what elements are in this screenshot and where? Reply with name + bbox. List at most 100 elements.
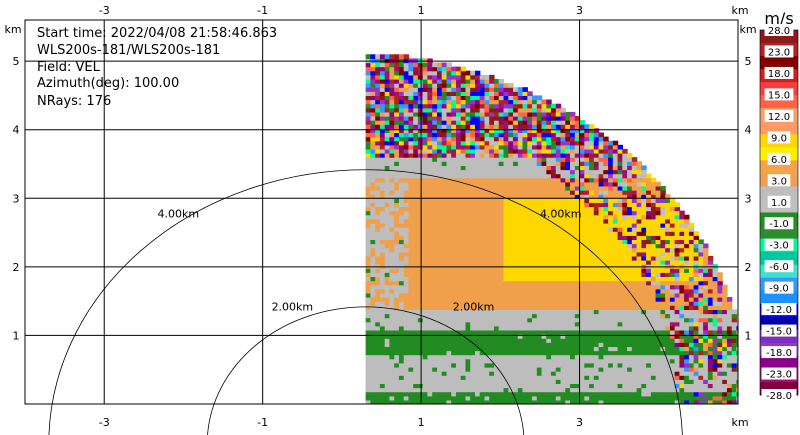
velocity-gate [432, 111, 438, 117]
velocity-gate [560, 399, 566, 404]
velocity-gate [631, 379, 638, 384]
velocity-gate [684, 280, 690, 286]
velocity-gate [489, 173, 495, 179]
velocity-gate [631, 342, 638, 347]
velocity-gate [560, 120, 566, 125]
velocity-gate [636, 169, 642, 175]
velocity-gate [389, 383, 395, 389]
velocity-gate [546, 379, 552, 384]
velocity-gate [655, 321, 661, 327]
velocity-gate [417, 395, 424, 401]
velocity-gate [460, 276, 467, 282]
velocity-gate [650, 206, 657, 212]
velocity-gate [603, 284, 609, 290]
velocity-gate [646, 260, 652, 265]
velocity-gate [688, 395, 695, 401]
velocity-gate [389, 284, 395, 290]
velocity-gate [546, 301, 552, 306]
velocity-gate [451, 227, 457, 232]
velocity-gate [432, 301, 438, 306]
velocity-gate [522, 371, 528, 376]
velocity-gate [560, 116, 566, 121]
velocity-gate [712, 301, 718, 306]
velocity-gate [536, 354, 543, 360]
velocity-gate [617, 284, 623, 290]
velocity-gate [665, 247, 671, 253]
velocity-gate [603, 301, 609, 306]
velocity-gate [532, 227, 538, 232]
velocity-gate [703, 358, 709, 364]
velocity-gate [465, 379, 471, 384]
velocity-gate [641, 395, 647, 401]
velocity-gate [574, 247, 581, 253]
velocity-gate [736, 379, 738, 384]
velocity-gate [484, 272, 490, 277]
velocity-gate [389, 165, 395, 171]
velocity-gate [479, 325, 486, 331]
velocity-gate [522, 157, 528, 162]
velocity-gate [655, 214, 661, 220]
velocity-gate [541, 387, 547, 393]
velocity-gate [627, 239, 633, 245]
velocity-gate [432, 395, 438, 401]
velocity-gate [508, 362, 514, 368]
velocity-gate [413, 132, 419, 138]
velocity-gate [527, 371, 533, 376]
velocity-gate [679, 309, 685, 315]
velocity-gate [389, 305, 395, 310]
velocity-gate [622, 243, 628, 249]
velocity-gate [731, 362, 738, 368]
velocity-gate [579, 140, 585, 146]
velocity-gate [565, 169, 571, 175]
velocity-gate [456, 148, 462, 154]
velocity-gate [532, 116, 538, 121]
velocity-gate [417, 301, 424, 306]
velocity-gate [593, 346, 600, 352]
velocity-gate [532, 223, 538, 228]
velocity-gate [627, 223, 633, 228]
velocity-gate [465, 206, 471, 212]
velocity-gate [379, 334, 386, 339]
velocity-gate [650, 231, 657, 236]
velocity-gate [698, 350, 704, 356]
velocity-gate [422, 198, 429, 203]
velocity-gate [460, 358, 467, 364]
velocity-gate [517, 305, 524, 310]
velocity-gate [422, 334, 429, 339]
velocity-gate [593, 144, 600, 150]
velocity-gate [422, 350, 429, 356]
velocity-gate [470, 214, 476, 220]
velocity-gate [398, 161, 405, 166]
velocity-gate [398, 292, 405, 298]
velocity-gate [660, 395, 666, 401]
velocity-gate [403, 161, 410, 166]
velocity-gate [465, 276, 471, 282]
velocity-gate [593, 387, 600, 393]
velocity-gate [674, 227, 680, 232]
velocity-gate [541, 153, 547, 158]
velocity-gate [408, 124, 414, 129]
velocity-gate [384, 144, 391, 150]
velocity-gate [541, 124, 547, 129]
velocity-gate [546, 157, 552, 162]
velocity-gate [375, 309, 381, 315]
velocity-gate [665, 223, 671, 228]
velocity-gate [741, 346, 746, 351]
velocity-gate [660, 272, 666, 277]
velocity-gate [608, 173, 614, 179]
velocity-gate [669, 284, 676, 290]
velocity-gate [608, 346, 614, 352]
velocity-gate [527, 350, 533, 356]
velocity-gate [460, 395, 467, 401]
velocity-gate [475, 223, 481, 228]
velocity-gate [593, 165, 600, 171]
velocity-gate [684, 383, 690, 389]
velocity-gate [394, 338, 400, 343]
velocity-gate [513, 161, 519, 166]
velocity-gate [479, 399, 486, 404]
velocity-gate [498, 181, 505, 187]
velocity-gate [403, 354, 410, 360]
velocity-gate [617, 391, 623, 397]
velocity-gate [422, 140, 429, 146]
velocity-gate [627, 321, 633, 327]
